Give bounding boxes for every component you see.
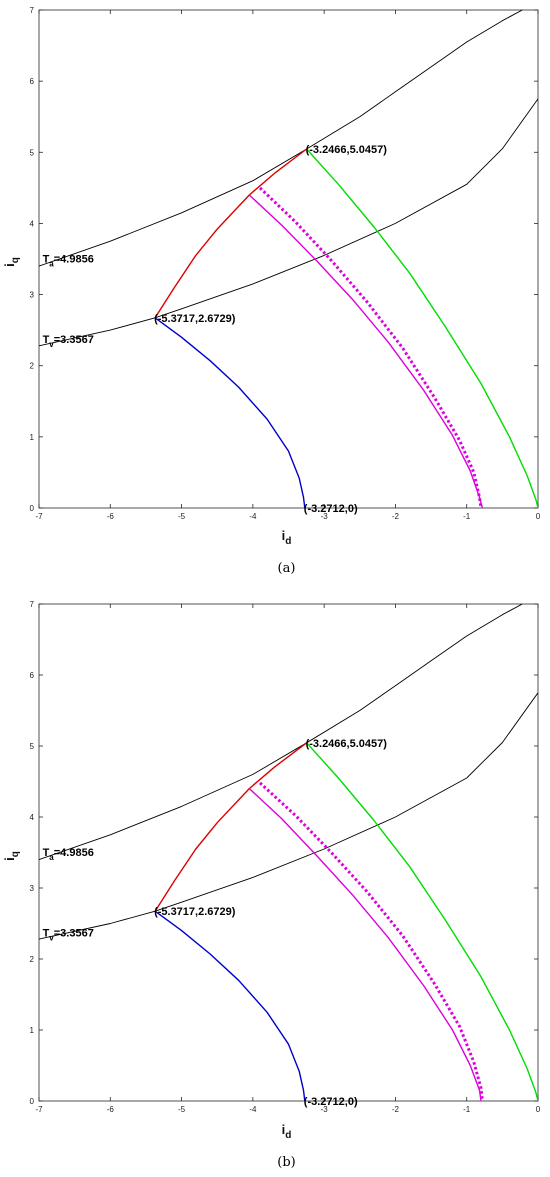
series-line-3 [154,742,308,912]
x-tick-label: -1 [463,1105,471,1114]
x-tick-label: -7 [35,512,43,521]
curve-label-1: Ta=4.9856 [43,847,94,862]
data-tip-label-2: (-5.3717,2.6729) [154,313,236,325]
y-tick-label: 1 [30,1026,35,1035]
data-tip-label-1: (-3.2466,5.0457) [306,144,388,156]
y-tick-label: 7 [30,600,35,609]
series-line-5 [306,742,538,1101]
panel-caption: (a) [278,561,296,576]
y-tick-label: 5 [30,148,35,157]
data-tip-label-1: (-3.2466,5.0457) [306,738,388,750]
y-axis-label: iq [2,851,21,861]
series-line-6 [248,194,484,508]
y-tick-label: 0 [30,504,35,513]
series-line-4 [154,910,306,1101]
y-tick-label: 4 [30,813,35,822]
x-tick-label: -4 [249,512,257,521]
y-tick-label: 7 [30,6,35,15]
y-tick-label: 0 [30,1097,35,1106]
curve-label-2: Tv=3.3567 [43,334,94,349]
curve-label-1: Ta=4.9856 [43,254,94,269]
series-line-7 [258,186,483,508]
x-tick-label: -5 [178,1105,186,1114]
x-tick-label: -2 [392,512,400,521]
x-tick-label: 0 [536,512,541,521]
chart-panel-1: -7 -6 -5 -4 -3 -2 -1 0 0 1 2 3 4 5 6 7 (-3.2466,5.0457) (… [2,6,541,576]
series-line-4 [154,317,306,508]
y-tick-label: 3 [30,291,35,300]
x-tick-label: -6 [107,1105,115,1114]
x-tick-label: -7 [35,1105,43,1114]
panel-caption: (b) [277,1155,295,1170]
series-line-6 [248,788,482,1101]
y-tick-label: 2 [30,955,35,964]
plot-area [39,604,538,1101]
y-tick-label: 1 [30,433,35,442]
series-line-2 [39,692,538,940]
y-tick-label: 2 [30,362,35,371]
data-tip-label-3: (-3.2712,0) [304,1096,358,1108]
plot-frame [38,603,539,1102]
x-tick-label: -2 [392,1105,400,1114]
y-axis-label: iq [2,257,21,267]
plot-frame [38,9,539,509]
y-tick-label: 5 [30,742,35,751]
x-axis-label: id [282,1122,292,1141]
y-tick-label: 6 [30,671,35,680]
data-tip-label-2: (-5.3717,2.6729) [154,906,236,918]
x-tick-label: -6 [107,512,115,521]
curve-label-2: Tv=3.3567 [43,927,94,942]
y-tick-label: 4 [30,219,35,228]
x-tick-label: -3 [321,512,329,521]
x-axis-label: id [282,528,292,547]
y-tick-label: 6 [30,77,35,86]
y-tick-label: 3 [30,884,35,893]
x-tick-label: -3 [321,1105,329,1114]
x-tick-label: -5 [178,512,186,521]
series-line-5 [306,148,538,508]
series-line-1 [39,604,523,861]
x-tick-label: -1 [463,512,471,521]
chart-panel-2: -7 -6 -5 -4 -3 -2 -1 0 0 1 2 3 4 5 6 7 (-3.2466,5.0457) (… [2,600,541,1170]
x-tick-label: 0 [536,1105,541,1114]
series-line-2 [39,98,538,347]
data-tip-label-3: (-3.2712,0) [304,503,358,515]
plot-area [39,10,538,508]
series-line-3 [154,148,308,319]
series-line-1 [39,10,523,267]
x-tick-label: -4 [249,1105,257,1114]
